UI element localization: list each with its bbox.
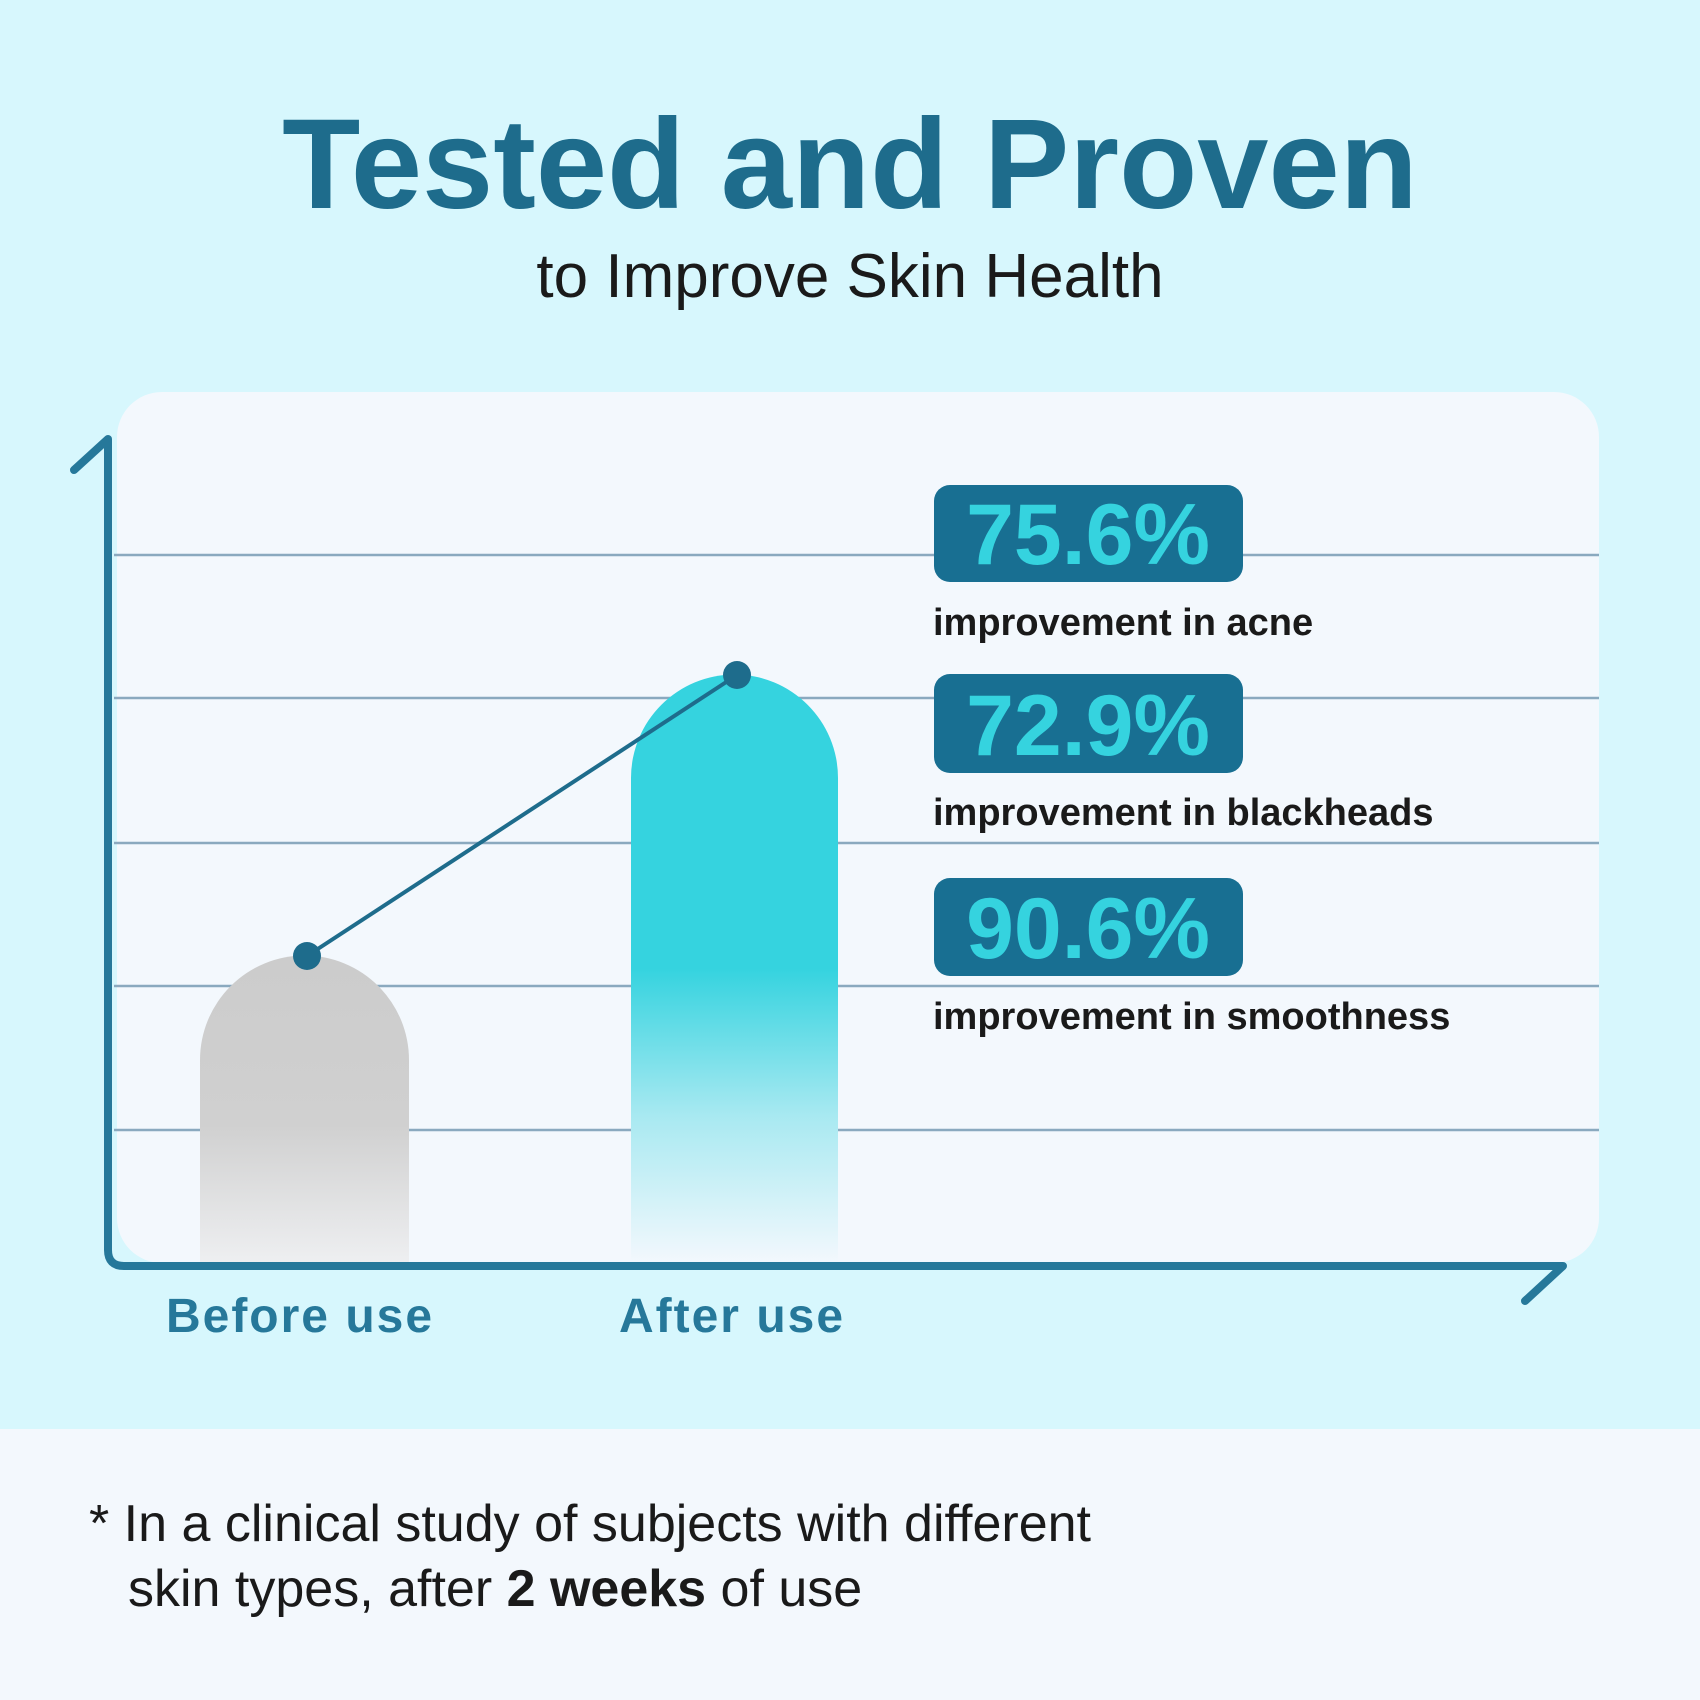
after-bar [631, 674, 838, 1263]
trend-point [723, 661, 751, 689]
stat-label: improvement in acne [933, 602, 1313, 644]
footnote-emphasis: 2 weeks [507, 1560, 707, 1618]
footnote-text: of use [706, 1560, 862, 1618]
footnote-line: * In a clinical study of subjects with d… [89, 1495, 1092, 1553]
stat-value: 75.6% [966, 487, 1210, 583]
stat-badge [934, 674, 1243, 773]
stat: 75.6% improvement in acne [933, 485, 1313, 644]
axes [70, 435, 1567, 1305]
footnote-text: skin types, after [128, 1560, 507, 1618]
subtitle: to Improve Skin Health [536, 242, 1163, 311]
footer-band [0, 1429, 1700, 1700]
trend-line [305, 673, 739, 958]
x-label: Before use [166, 1290, 434, 1343]
before-bar [200, 955, 409, 1263]
stat: 90.6% improvement in smoothness [933, 878, 1450, 1038]
footnote-line: skin types, after 2 weeks of use [128, 1560, 862, 1618]
stat-badge [934, 878, 1243, 976]
trend-point [293, 942, 321, 970]
stat-label: improvement in blackheads [933, 792, 1434, 834]
stat: 72.9% improvement in blackheads [933, 674, 1434, 834]
chart-card [117, 392, 1599, 1263]
stat-badge [934, 485, 1243, 582]
stat-label: improvement in smoothness [933, 996, 1450, 1038]
stat-value: 90.6% [966, 881, 1210, 977]
x-label: After use [619, 1290, 845, 1343]
stat-value: 72.9% [966, 678, 1210, 774]
title: Tested and Proven [282, 93, 1418, 236]
